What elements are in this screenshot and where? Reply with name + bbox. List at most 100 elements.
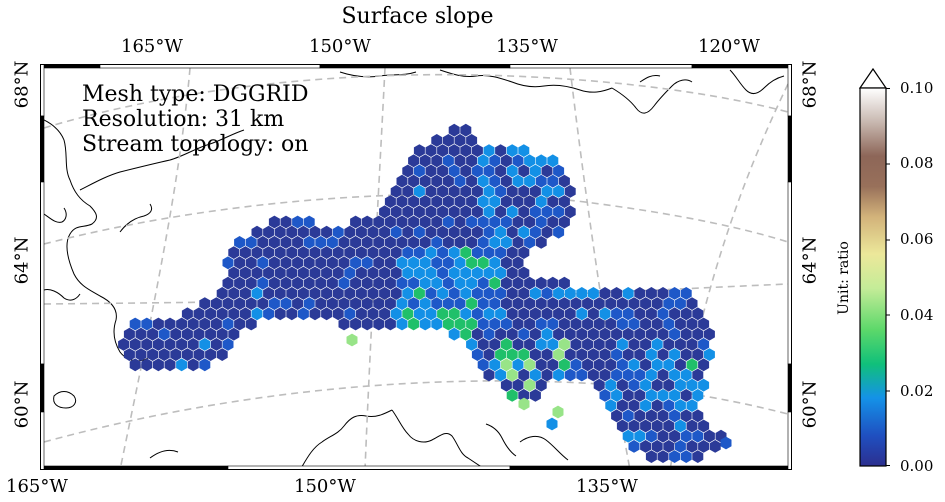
- hex-cell: [303, 256, 315, 270]
- hex-cell: [454, 256, 466, 270]
- hex-cell: [350, 317, 362, 331]
- hex-cell: [547, 195, 559, 208]
- hex-cell: [500, 297, 512, 310]
- hex-cell: [448, 307, 460, 321]
- hex-cell: [489, 358, 501, 372]
- hex-cell: [570, 297, 582, 310]
- hex-cell: [495, 348, 507, 361]
- hex-cell: [471, 307, 483, 321]
- hex-cell: [431, 134, 443, 147]
- hex-cell: [286, 246, 298, 259]
- left-lat-label: 60°N: [11, 380, 33, 429]
- hex-cell: [141, 317, 153, 331]
- hex-cell: [442, 134, 454, 147]
- hex-cell: [686, 338, 698, 351]
- hex-cell: [413, 266, 425, 280]
- hex-cell: [576, 287, 588, 300]
- hex-cell: [506, 368, 518, 382]
- hex-cell: [616, 338, 628, 351]
- hex-cell: [686, 440, 698, 453]
- hex-cell: [373, 215, 385, 229]
- hex-cell: [402, 266, 414, 280]
- hex-cell: [419, 215, 431, 229]
- hex-cell: [471, 185, 483, 198]
- hex-cell: [176, 338, 188, 351]
- hex-cell: [547, 338, 559, 351]
- hex-cell: [535, 378, 547, 392]
- hex-mesh: [118, 123, 732, 463]
- hex-cell: [657, 348, 669, 361]
- hex-cell: [518, 225, 530, 239]
- hex-cell: [622, 327, 634, 341]
- hex-cell: [396, 256, 408, 270]
- hex-cell: [483, 327, 495, 341]
- hex-cell: [622, 368, 634, 382]
- hex-cell: [651, 338, 663, 351]
- hex-cell: [692, 450, 704, 463]
- hex-cell: [222, 276, 234, 290]
- hex-cell: [419, 297, 431, 310]
- hex-cell: [495, 185, 507, 198]
- hex-cell: [547, 154, 559, 168]
- hex-cell: [640, 358, 652, 372]
- hex-cell: [686, 317, 698, 331]
- hex-cell: [674, 297, 686, 310]
- hex-cell: [216, 327, 228, 341]
- hex-cell: [680, 389, 692, 402]
- left-lat-label: 68°N: [11, 60, 33, 109]
- hex-cell: [402, 307, 414, 321]
- hex-cell: [686, 297, 698, 310]
- hex-cell: [448, 266, 460, 280]
- hex-cell: [425, 307, 437, 321]
- hex-cell: [483, 144, 495, 157]
- hex-cell: [315, 276, 327, 290]
- hex-cell: [558, 276, 570, 290]
- hex-cell: [309, 266, 321, 280]
- hex-cell: [529, 185, 541, 198]
- hex-cell: [611, 348, 623, 361]
- hex-cell: [408, 236, 420, 249]
- hex-cell: [425, 246, 437, 259]
- hex-cell: [518, 307, 530, 321]
- hex-cell: [634, 327, 646, 341]
- hex-cell: [576, 348, 588, 361]
- right-lat-label: 64°N: [799, 236, 821, 285]
- hex-cell: [512, 317, 524, 331]
- hex-cell: [222, 256, 234, 270]
- hex-cell: [210, 338, 222, 351]
- hex-cell: [547, 317, 559, 331]
- hex-cell: [576, 327, 588, 341]
- hex-cell: [326, 276, 338, 290]
- hex-cell: [720, 436, 732, 450]
- hex-cell: [524, 195, 536, 208]
- hex-cell: [413, 246, 425, 259]
- hex-cell: [686, 378, 698, 392]
- hex-cell: [558, 215, 570, 229]
- hex-cell: [152, 317, 164, 331]
- hex-cell: [228, 287, 240, 300]
- hex-cell: [425, 225, 437, 239]
- hex-cell: [645, 429, 657, 443]
- hex-cell: [437, 205, 449, 219]
- hex-cell: [674, 358, 686, 372]
- hex-cell: [669, 389, 681, 402]
- hex-cell: [344, 307, 356, 321]
- right-lat-label: 60°N: [799, 380, 821, 429]
- hex-cell: [529, 327, 541, 341]
- hex-cell: [344, 287, 356, 300]
- hex-cell: [582, 317, 594, 331]
- hex-cell: [442, 276, 454, 290]
- hex-cell: [431, 297, 443, 310]
- hex-cell: [234, 236, 246, 249]
- hex-cell: [471, 144, 483, 157]
- hex-cell: [413, 225, 425, 239]
- hex-cell: [454, 134, 466, 147]
- hex-cell: [164, 338, 176, 351]
- hex-cell: [495, 368, 507, 382]
- hex-cell: [396, 317, 408, 331]
- hex-cell: [396, 236, 408, 249]
- hex-cell: [454, 317, 466, 331]
- hex-cell: [419, 276, 431, 290]
- hex-cell: [321, 225, 333, 239]
- hex-cell: [338, 276, 350, 290]
